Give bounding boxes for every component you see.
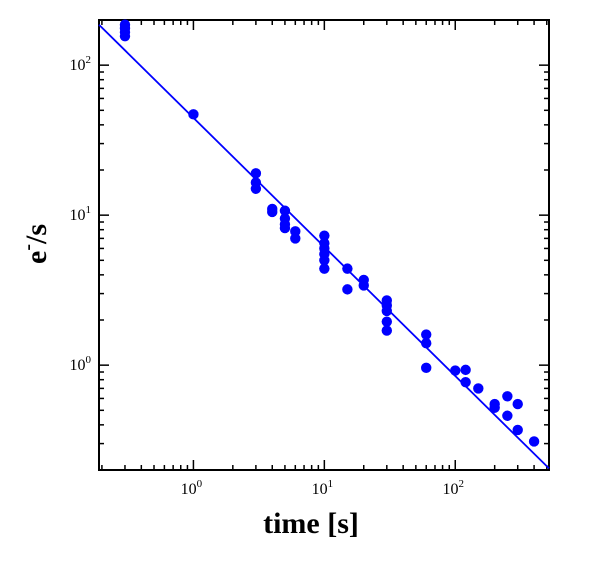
data-point	[450, 365, 461, 376]
y-axis-label: e-/s	[17, 224, 53, 264]
y-tick-label: 102	[70, 54, 92, 74]
y-axis-label-superscript: -	[17, 244, 39, 251]
data-point	[460, 376, 471, 388]
y-axis-label-tail: /s	[20, 224, 53, 245]
data-point	[421, 338, 432, 349]
data-point	[250, 183, 262, 194]
y-axis-label-main: e	[20, 251, 53, 264]
y-tick-label: 101	[70, 204, 92, 224]
data-point	[502, 391, 513, 402]
data-point	[319, 255, 330, 266]
data-point	[489, 402, 500, 413]
data-point	[460, 364, 471, 376]
data-point	[279, 222, 291, 234]
y-tick-label: 100	[70, 354, 92, 374]
x-axis-label: time [s]	[263, 507, 359, 540]
data-point	[381, 316, 393, 327]
data-point	[342, 284, 353, 295]
data-point	[421, 329, 432, 340]
ticks: 100 101 102 100 101 102	[70, 19, 549, 498]
data-point	[279, 205, 291, 216]
x-tick-label: 102	[443, 478, 465, 498]
data-point	[119, 30, 131, 42]
data-point	[250, 168, 262, 179]
data-point	[421, 362, 432, 374]
data-point	[512, 398, 523, 410]
data-point	[319, 230, 330, 241]
data-point	[528, 436, 540, 447]
data-point	[342, 263, 353, 274]
data-points	[119, 19, 540, 447]
data-point	[319, 263, 330, 274]
data-point	[267, 206, 278, 218]
data-point	[512, 424, 523, 436]
data-point	[381, 305, 393, 317]
data-point	[473, 383, 484, 394]
x-tick-label: 101	[312, 478, 334, 498]
x-tick-label: 100	[181, 478, 203, 498]
data-point	[290, 233, 301, 244]
data-point	[381, 325, 393, 336]
data-point	[188, 109, 199, 120]
data-point	[502, 410, 513, 421]
data-point	[358, 280, 369, 291]
